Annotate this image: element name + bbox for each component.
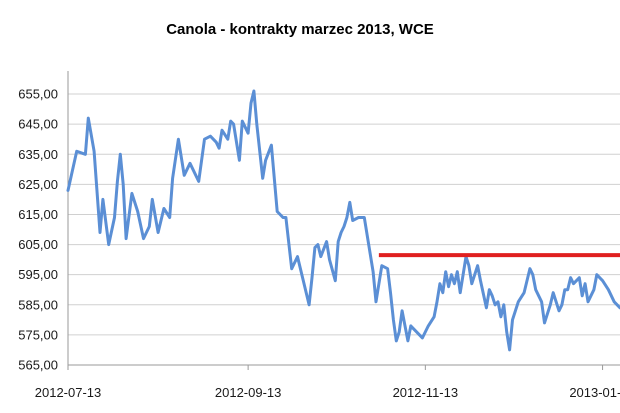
x-tick-label: 2012-11-13 (393, 385, 459, 400)
grid-lines (68, 93, 620, 366)
y-tick-label: 615,00 (18, 207, 58, 222)
axes (67, 71, 620, 370)
y-tick-label: 635,00 (18, 147, 58, 162)
y-tick-label: 605,00 (18, 237, 58, 252)
data-series (66, 89, 620, 352)
series-line (66, 89, 620, 352)
x-tick-label: 2013-01-13 (569, 385, 620, 400)
x-tick-labels: 2012-07-13 2012-09-13 2012-11-13 2013-01-13 (35, 385, 620, 400)
y-tick-label: 655,00 (18, 87, 58, 102)
y-tick-label: 565,00 (18, 358, 58, 373)
y-tick-label: 645,00 (18, 117, 58, 132)
y-tick-label: 625,00 (18, 177, 58, 192)
y-tick-label: 585,00 (18, 297, 58, 312)
x-tick-label: 2012-09-13 (215, 385, 282, 400)
y-tick-labels: 565,00 575,00 585,00 595,00 605,00 615,00 625,… (18, 87, 58, 373)
x-tick-label: 2012-07-13 (35, 385, 102, 400)
chart-title: Canola - kontrakty marzec 2013, WCE (166, 21, 434, 38)
y-tick-label: 575,00 (18, 327, 58, 342)
y-tick-label: 595,00 (18, 267, 58, 282)
